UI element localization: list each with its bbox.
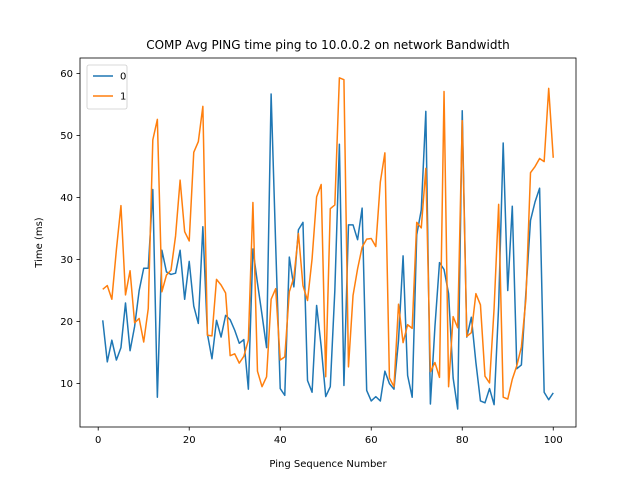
series-line-1 xyxy=(102,77,554,400)
y-axis-label: Time (ms) xyxy=(34,217,45,269)
chart-title: COMP Avg PING time ping to 10.0.0.2 on n… xyxy=(146,38,510,52)
y-tick-label: 10 xyxy=(60,379,73,390)
y-tick-label: 60 xyxy=(60,69,73,80)
y-tick-label: 50 xyxy=(60,131,73,142)
x-tick-label: 80 xyxy=(456,435,469,446)
y-tick-label: 20 xyxy=(60,317,73,328)
plot-frame xyxy=(79,57,577,428)
y-tick-label: 40 xyxy=(60,193,73,204)
x-axis-label: Ping Sequence Number xyxy=(269,459,387,470)
legend-label-1: 1 xyxy=(120,92,126,103)
x-tick-label: 0 xyxy=(95,435,101,446)
x-tick-label: 60 xyxy=(365,435,378,446)
x-tick-label: 40 xyxy=(274,435,287,446)
plot-area xyxy=(80,58,576,427)
x-tick-label: 20 xyxy=(183,435,196,446)
series-layer xyxy=(102,77,554,410)
y-tick-label: 30 xyxy=(60,255,73,266)
legend: 01 xyxy=(86,64,128,110)
series-line-0 xyxy=(102,93,554,410)
legend-label-0: 0 xyxy=(120,72,126,83)
x-tick-label: 100 xyxy=(544,435,563,446)
